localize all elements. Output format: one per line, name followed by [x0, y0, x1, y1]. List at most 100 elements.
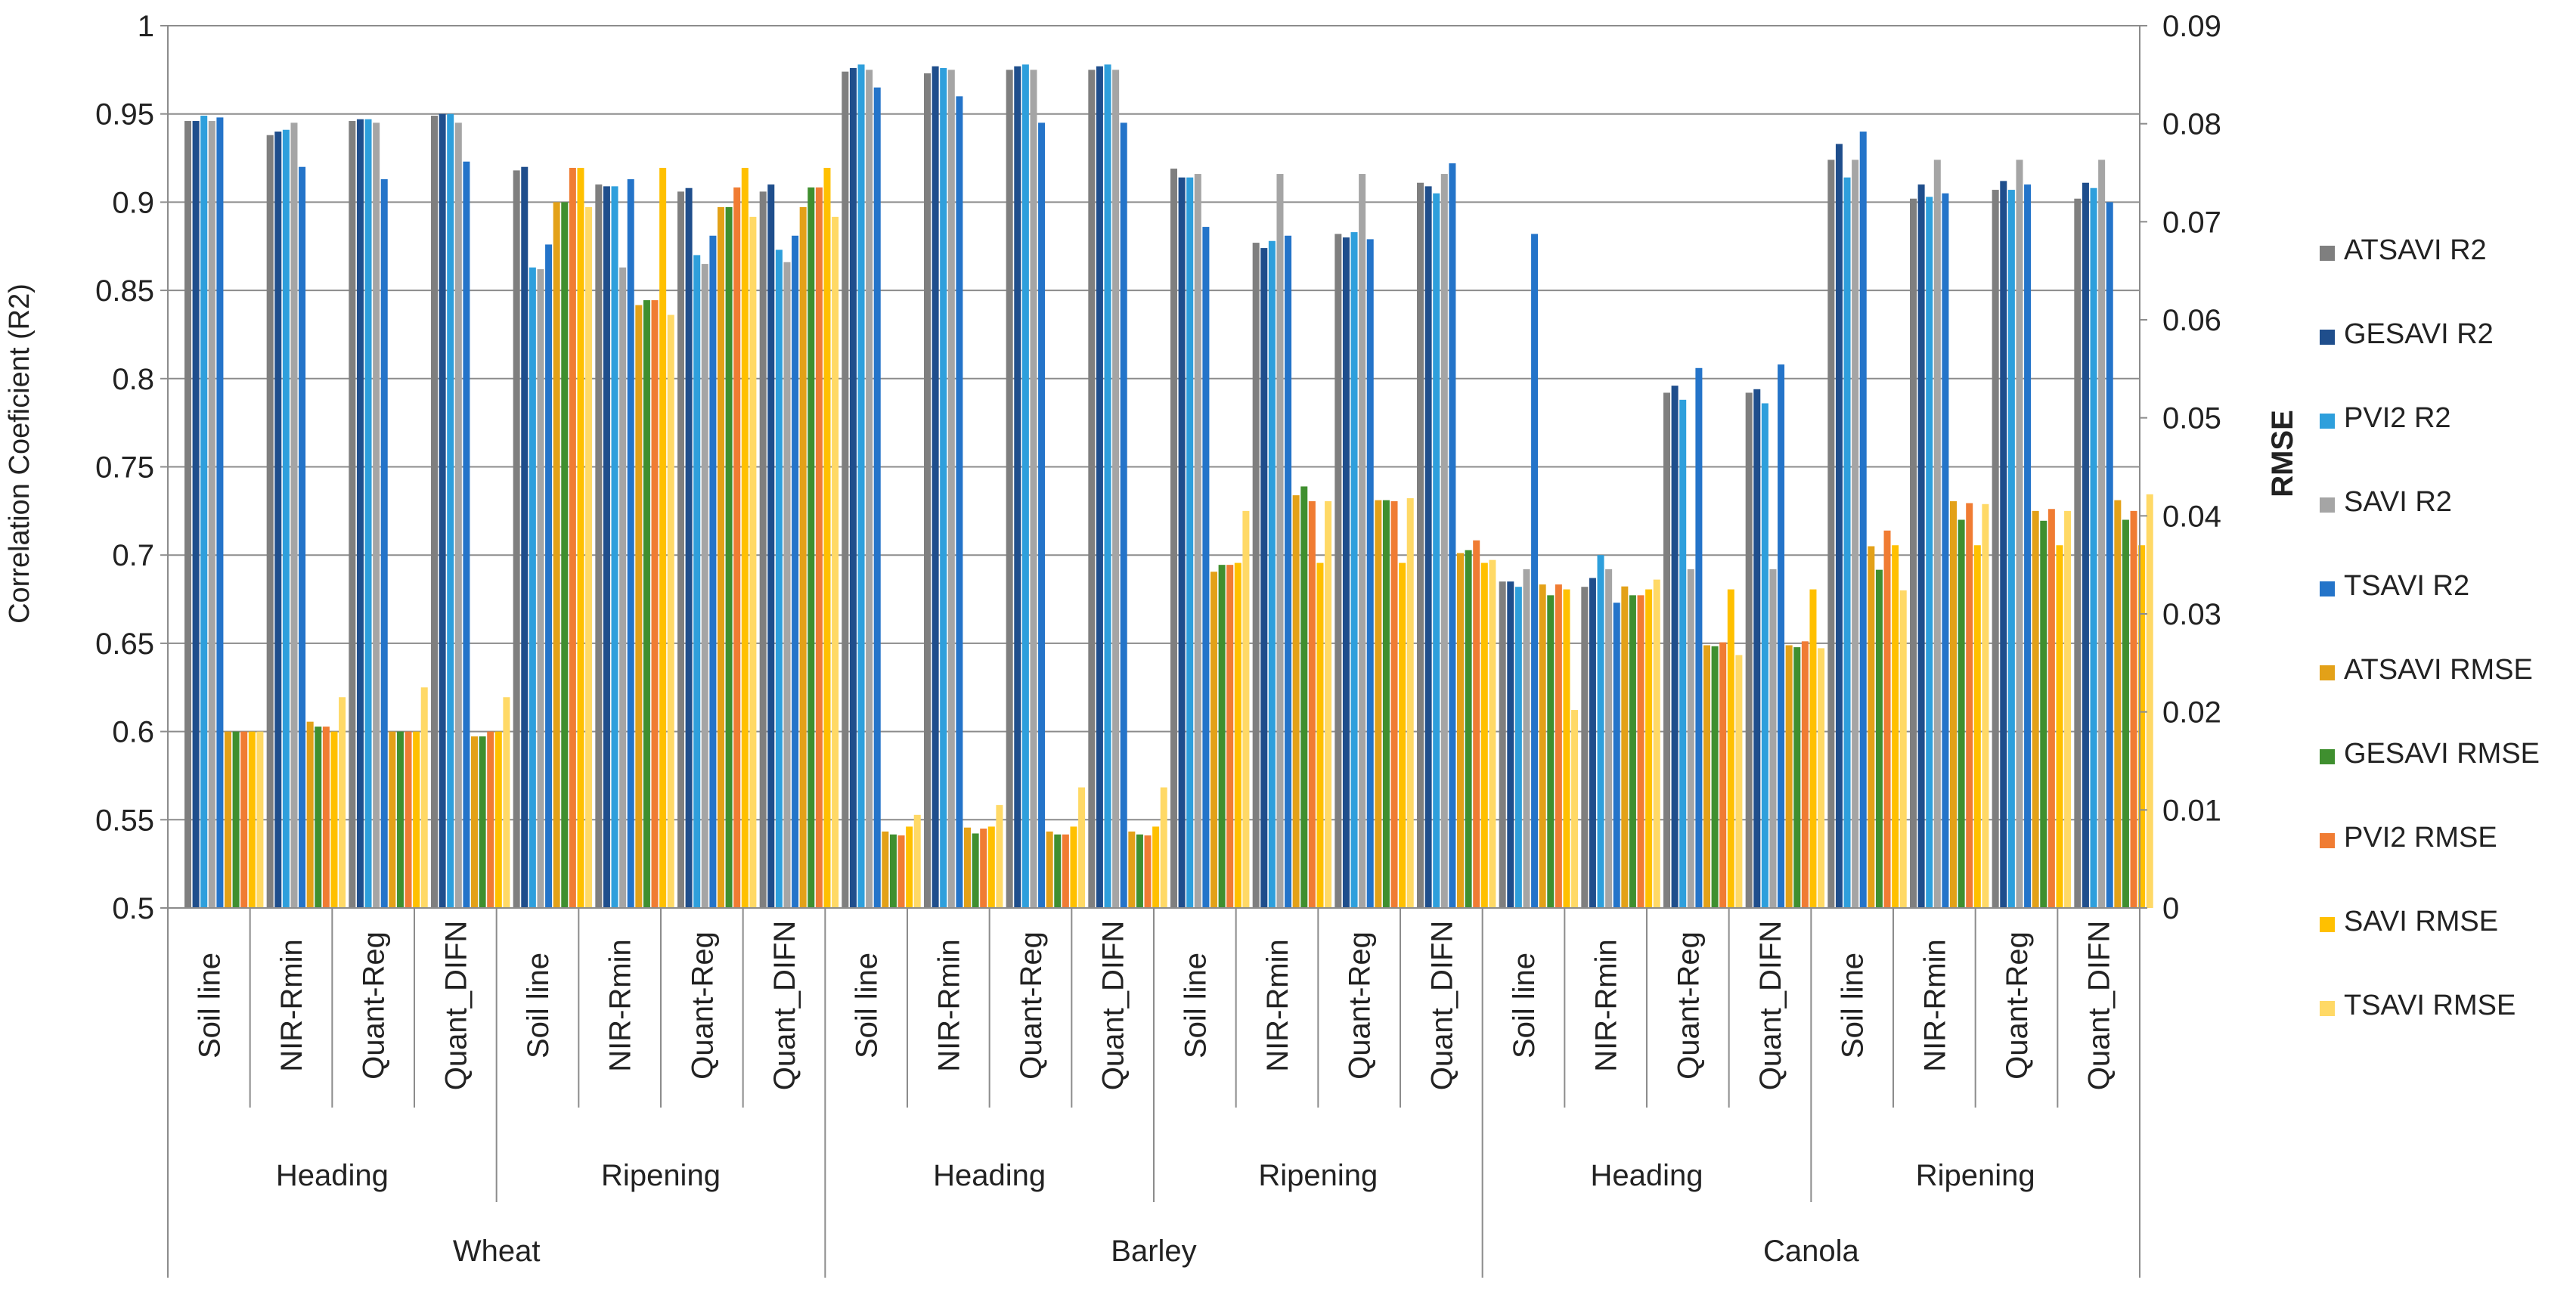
- bar-pvi2-rmse: [1883, 530, 1891, 908]
- method-label: Soil line: [522, 953, 555, 1058]
- bar-savi-rmse: [987, 826, 995, 908]
- bar-tsavi-r2: [1120, 122, 1127, 908]
- bar-savi-rmse: [1727, 589, 1734, 908]
- bar-savi-r2: [1933, 160, 1941, 908]
- bar-atsavi-rmse: [2114, 500, 2122, 908]
- bar-savi-r2: [1030, 70, 1037, 909]
- crop-label: Barley: [1111, 1235, 1196, 1268]
- method-label: Quant-Reg: [2001, 931, 2034, 1080]
- bar-gesavi-r2: [685, 187, 693, 909]
- bar-tsavi-rmse: [2146, 494, 2153, 908]
- bar-gesavi-r2: [1917, 184, 1925, 908]
- method-label: Quant_DIFN: [1754, 921, 1787, 1091]
- right-tick-label: 0.04: [2162, 500, 2221, 533]
- bar-tsavi-r2: [1038, 122, 1046, 908]
- bar-gesavi-r2: [1671, 386, 1679, 908]
- bar-gesavi-rmse: [232, 731, 240, 908]
- bar-atsavi-rmse: [964, 827, 971, 908]
- right-tick-label: 0.01: [2162, 794, 2221, 827]
- bar-pvi2-r2: [1268, 240, 1276, 908]
- bar-atsavi-rmse: [1292, 495, 1300, 908]
- method-label: Quant_DIFN: [1097, 921, 1130, 1091]
- bar-gesavi-rmse: [315, 727, 322, 908]
- bar-savi-r2: [1605, 569, 1613, 908]
- bar-atsavi-r2: [924, 73, 931, 908]
- method-label: Soil line: [1179, 953, 1212, 1058]
- bar-savi-r2: [1852, 160, 1859, 908]
- stage-label: Ripening: [1258, 1159, 1378, 1192]
- bar-atsavi-r2: [2074, 198, 2082, 909]
- bar-gesavi-r2: [1014, 66, 1021, 908]
- bar-gesavi-r2: [1589, 578, 1596, 908]
- bar-tsavi-rmse: [1818, 648, 1825, 908]
- stage-label: Ripening: [601, 1159, 721, 1192]
- bar-savi-rmse: [659, 168, 667, 908]
- bar-atsavi-r2: [1170, 169, 1177, 909]
- bar-tsavi-rmse: [749, 216, 757, 909]
- bar-tsavi-r2: [299, 166, 306, 909]
- bar-savi-r2: [1359, 174, 1366, 908]
- bar-savi-r2: [537, 269, 544, 909]
- bar-tsavi-r2: [1449, 163, 1456, 909]
- bar-atsavi-r2: [1088, 70, 1096, 909]
- y-axis-right-title: RMSE: [2266, 410, 2299, 497]
- bar-savi-rmse: [1480, 562, 1488, 908]
- bar-savi-r2: [866, 70, 873, 909]
- bar-gesavi-r2: [1342, 237, 1350, 909]
- bar-pvi2-r2: [1104, 64, 1111, 909]
- bar-savi-r2: [1112, 70, 1120, 909]
- bar-tsavi-r2: [1613, 603, 1620, 908]
- bar-savi-rmse: [1563, 589, 1570, 908]
- stage-label: Ripening: [1916, 1159, 2035, 1192]
- bar-atsavi-r2: [1992, 190, 1999, 908]
- bar-tsavi-rmse: [2064, 510, 2072, 908]
- bar-gesavi-r2: [932, 66, 939, 908]
- bar-gesavi-r2: [2000, 181, 2007, 908]
- bar-pvi2-rmse: [1719, 642, 1727, 908]
- legend-swatch: [2320, 497, 2335, 513]
- bar-savi-rmse: [1973, 545, 1981, 908]
- method-label: NIR-Rmin: [1918, 939, 1951, 1072]
- stage-label: Heading: [1590, 1159, 1703, 1192]
- bar-savi-rmse: [741, 168, 749, 908]
- bar-pvi2-rmse: [815, 187, 823, 908]
- method-label: Quant-Reg: [686, 931, 719, 1080]
- bar-atsavi-rmse: [1046, 831, 1053, 908]
- bar-atsavi-r2: [1006, 70, 1013, 909]
- bar-tsavi-rmse: [667, 315, 674, 908]
- bar-gesavi-rmse: [1793, 647, 1801, 908]
- bar-atsavi-rmse: [1128, 831, 1136, 908]
- bar-gesavi-r2: [192, 121, 200, 908]
- bar-tsavi-rmse: [339, 697, 346, 908]
- bar-gesavi-r2: [849, 68, 857, 908]
- bar-atsavi-r2: [431, 116, 438, 908]
- bar-gesavi-rmse: [1382, 500, 1390, 908]
- bar-atsavi-r2: [759, 191, 767, 908]
- left-tick-label: 0.9: [112, 186, 154, 219]
- bar-gesavi-rmse: [1300, 486, 1308, 908]
- bar-savi-rmse: [1316, 562, 1324, 908]
- method-label: Quant-Reg: [358, 931, 391, 1080]
- bar-gesavi-r2: [274, 132, 282, 908]
- bar-pvi2-rmse: [1555, 584, 1562, 908]
- bar-savi-rmse: [1645, 589, 1653, 908]
- bar-pvi2-rmse: [405, 731, 412, 908]
- bar-pvi2-r2: [447, 113, 454, 909]
- bar-gesavi-rmse: [2040, 520, 2047, 908]
- bar-gesavi-r2: [1507, 581, 1514, 908]
- left-tick-label: 0.6: [112, 716, 154, 749]
- method-label: NIR-Rmin: [275, 939, 308, 1072]
- bar-tsavi-r2: [1695, 367, 1703, 908]
- bar-savi-r2: [1523, 569, 1530, 908]
- bar-savi-rmse: [1809, 589, 1817, 908]
- bar-pvi2-r2: [1186, 177, 1194, 909]
- x-category-labels: Soil line NIR-Rmin Quant-Reg Quant_DIFN Soil…: [167, 908, 2140, 1278]
- bar-pvi2-rmse: [487, 731, 494, 908]
- bar-tsavi-rmse: [1571, 710, 1579, 908]
- bar-atsavi-rmse: [225, 731, 231, 908]
- bar-pvi2-r2: [364, 119, 372, 909]
- bar-gesavi-rmse: [889, 834, 897, 908]
- method-label: NIR-Rmin: [604, 939, 637, 1072]
- bar-atsavi-r2: [1499, 581, 1506, 908]
- bar-savi-r2: [1769, 569, 1777, 908]
